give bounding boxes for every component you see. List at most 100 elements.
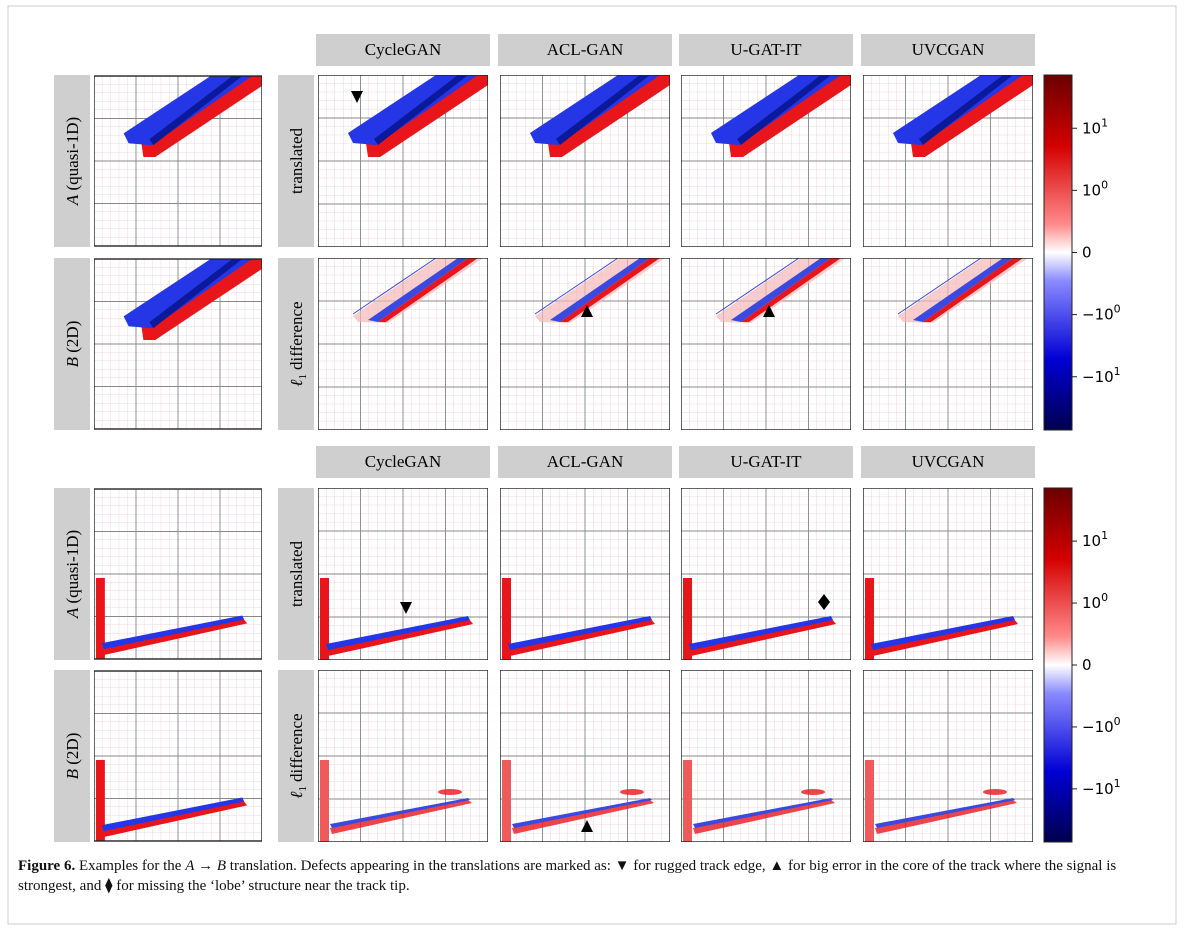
side-label-box: [278, 258, 314, 430]
column-header-box: [861, 446, 1035, 478]
column-header-box: [498, 446, 672, 478]
side-label-text: difference: [287, 301, 306, 370]
colorbar-tick-label: 0: [1082, 244, 1092, 262]
side-label-box: [278, 670, 314, 842]
output-panel: [500, 670, 670, 842]
column-header-box: [316, 446, 490, 478]
tick-exp: 0: [1101, 591, 1108, 604]
colorbar-tick-label: 0: [1082, 656, 1092, 674]
row-label-text: (2D): [63, 321, 82, 353]
column-header: U-GAT-IT: [730, 452, 802, 471]
row-label-text: (quasi-1D): [63, 117, 82, 191]
side-label-sub: 1: [297, 374, 309, 380]
caption-text: Examples for the: [75, 858, 186, 874]
column-header-box: [498, 34, 672, 66]
output-panel: [863, 258, 1033, 430]
output-panel: [500, 488, 670, 660]
output-panel: [681, 488, 851, 660]
defect-marker: [763, 305, 775, 317]
output-panel: [318, 258, 488, 430]
defect-marker: [351, 91, 363, 103]
side-label-text: difference: [287, 713, 306, 782]
tick-base: 0: [1082, 244, 1092, 262]
output-panel: [681, 75, 851, 247]
side-label-box: [278, 75, 314, 247]
row-label-box: [54, 670, 90, 842]
tick-base: 10: [1095, 306, 1114, 324]
tick-base: 10: [1082, 181, 1101, 199]
colorbar: [1043, 487, 1073, 843]
row-label-var: A: [63, 607, 82, 619]
column-header: UVCGAN: [912, 40, 985, 59]
tick-exp: 0: [1114, 715, 1121, 728]
colorbar-tick-label: −100: [1082, 715, 1121, 736]
row-label: A (quasi-1D): [63, 117, 82, 206]
colorbar-tick-label: 101: [1082, 529, 1108, 550]
figure-block: CycleGAN ACL-GAN U-GAT-IT UVCGAN A (quasi-1D…: [54, 446, 1121, 843]
row-label-var: B: [63, 768, 82, 779]
input-panel: [94, 489, 262, 659]
side-label-box: [278, 488, 314, 660]
caption-text: translation. Defects appearing in the tr…: [18, 858, 1117, 894]
side-label: ℓ1 difference: [287, 713, 309, 798]
side-label: translated: [287, 540, 306, 607]
input-panel: [94, 259, 262, 429]
output-panel: [500, 258, 670, 430]
tick-exp: 0: [1114, 303, 1121, 316]
column-header: UVCGAN: [912, 452, 985, 471]
tick-exp: 1: [1101, 116, 1108, 129]
column-header: CycleGAN: [365, 40, 441, 59]
caption-text: →: [194, 858, 217, 874]
input-panel: [94, 671, 262, 841]
tick-sign: −: [1082, 368, 1095, 386]
column-header-box: [679, 446, 853, 478]
tick-base: 10: [1095, 368, 1114, 386]
tick-base: 10: [1082, 532, 1101, 550]
output-panel: [681, 258, 851, 430]
tick-base: 10: [1082, 119, 1101, 137]
figure-block: CycleGAN ACL-GAN U-GAT-IT UVCGAN A (quasi-1D…: [54, 34, 1121, 431]
row-label: B (2D): [63, 321, 82, 368]
output-panel: [500, 75, 670, 247]
column-header: U-GAT-IT: [730, 40, 802, 59]
side-label: ℓ1 difference: [287, 301, 309, 386]
column-header: CycleGAN: [365, 452, 441, 471]
output-panel: [863, 670, 1033, 842]
colorbar-tick-label: 100: [1082, 178, 1108, 199]
side-label: translated: [287, 127, 306, 194]
output-panel: [681, 670, 851, 842]
column-header: ACL-GAN: [547, 452, 624, 471]
column-header-box: [679, 34, 853, 66]
row-label-text: (2D): [63, 733, 82, 765]
row-label: B (2D): [63, 733, 82, 780]
output-panel: [318, 75, 488, 247]
defect-marker: [400, 602, 412, 614]
defect-marker: [581, 820, 593, 832]
row-label: A (quasi-1D): [63, 530, 82, 619]
caption-text: B: [216, 858, 227, 874]
side-label-symbol: ℓ: [287, 380, 306, 387]
row-label-box: [54, 75, 90, 247]
caption-label: Figure 6.: [18, 858, 76, 874]
output-panel: [863, 75, 1033, 247]
row-label-box: [54, 258, 90, 430]
colorbar-tick-label: −101: [1082, 365, 1121, 386]
caption-text: A: [185, 858, 195, 874]
colorbar-tick-label: 101: [1082, 116, 1108, 137]
colorbar-tick-label: −100: [1082, 303, 1121, 324]
side-label-text: translated: [287, 127, 306, 194]
defect-marker: [818, 594, 830, 610]
output-panel: [318, 488, 488, 660]
row-label-var: B: [63, 356, 82, 367]
defect-marker: [581, 305, 593, 317]
row-label-box: [54, 488, 90, 660]
row-label-var: A: [63, 194, 82, 206]
output-panel: [863, 488, 1033, 660]
row-label-text: (quasi-1D): [63, 530, 82, 604]
side-label-text: translated: [287, 540, 306, 607]
tick-base: 0: [1082, 656, 1092, 674]
side-label-sub: 1: [297, 786, 309, 792]
tick-sign: −: [1082, 306, 1095, 324]
